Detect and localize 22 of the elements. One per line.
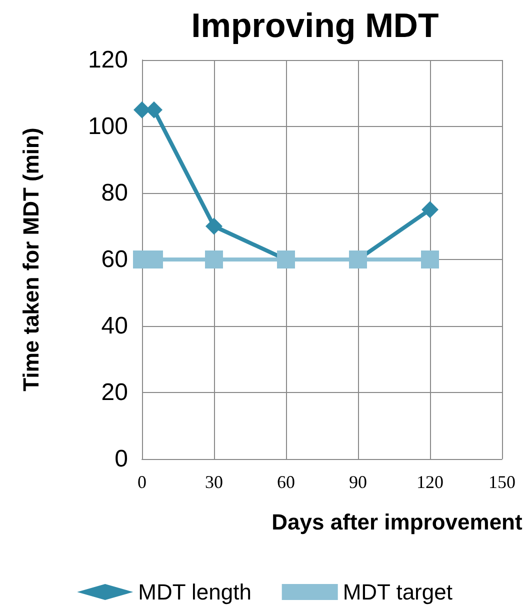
x-axis-title: Days after improvement: [272, 510, 523, 534]
chart-title: Improving MDT: [191, 7, 439, 45]
y-tick-label: 0: [114, 446, 128, 472]
y-axis-title: Time taken for MDT (min): [18, 128, 44, 392]
x-tick-label: 150: [488, 472, 516, 492]
point: [206, 218, 222, 235]
y-tick-label: 60: [101, 246, 128, 273]
x-tick-label: 60: [277, 472, 295, 492]
y-tick-label: 20: [101, 379, 128, 406]
x-tick-label: 120: [416, 472, 444, 492]
y-tick-label: 40: [101, 312, 128, 340]
x-tick-label: 30: [205, 472, 223, 492]
point: [205, 250, 223, 268]
point: [421, 250, 439, 268]
y-tick-label: 100: [88, 113, 128, 140]
legend-label: MDT target: [342, 580, 452, 604]
y-tick-label: 120: [88, 46, 128, 74]
point: [422, 201, 438, 218]
legend-label: MDT length: [138, 580, 252, 604]
x-tick-label: 90: [349, 472, 367, 492]
x-tick-label: 0: [138, 472, 146, 492]
y-tick-label: 80: [101, 180, 128, 206]
